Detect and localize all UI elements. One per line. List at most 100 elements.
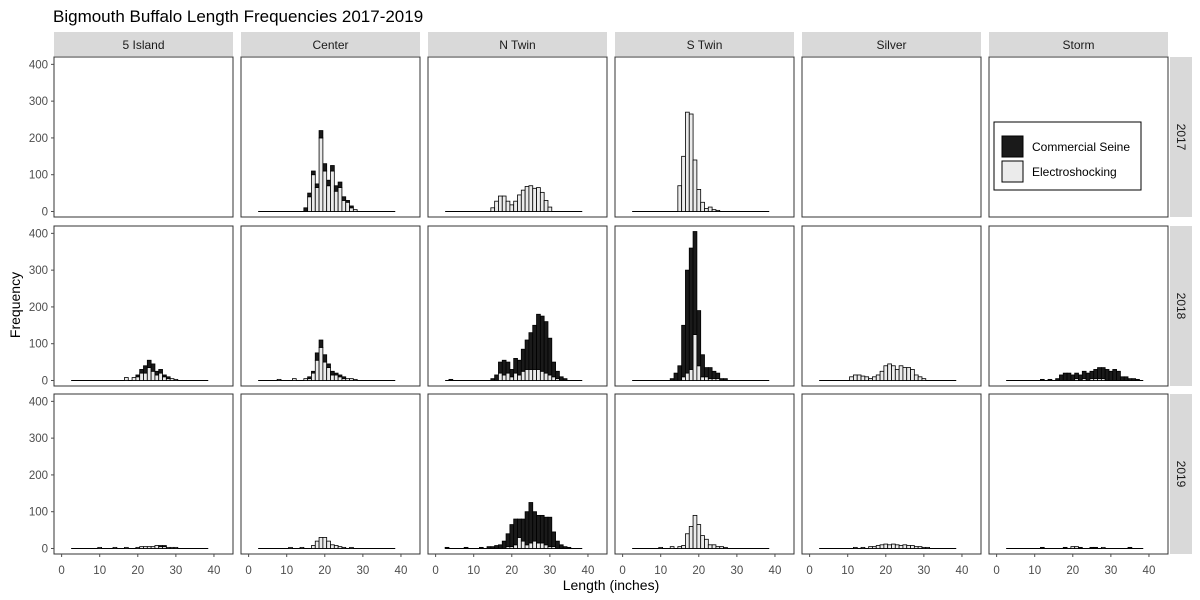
- bar-electroshocking: [517, 537, 522, 549]
- bar-electroshocking: [696, 189, 702, 212]
- bar-commercial-seine: [1059, 374, 1064, 381]
- bar-electroshocking: [543, 372, 549, 381]
- panel-center-2018: [240, 225, 421, 387]
- bar-commercial-seine: [444, 546, 450, 549]
- bar-electroshocking: [536, 369, 541, 381]
- legend-label-electroshocking: Electroshocking: [1032, 165, 1117, 179]
- legend-key-commercial-seine: [1001, 135, 1024, 158]
- bar-electroshocking: [536, 542, 541, 549]
- bar-commercial-seine: [513, 358, 518, 374]
- bar-electroshocking: [288, 546, 293, 549]
- panel-s-twin-2017: [614, 56, 795, 218]
- panel-s-twin-2017-border: [614, 56, 795, 218]
- x-tick-label: 10: [841, 565, 854, 577]
- bar-electroshocking: [539, 370, 545, 381]
- bar-electroshocking: [543, 200, 549, 212]
- bar-commercial-seine: [337, 181, 343, 188]
- bar-commercial-seine: [1135, 378, 1140, 381]
- bar-electroshocking: [677, 185, 683, 212]
- bar-commercial-seine: [498, 361, 503, 374]
- y-tick-label: 300: [29, 265, 48, 277]
- bar-commercial-seine: [1062, 546, 1068, 549]
- x-tick-label: 0: [993, 565, 999, 577]
- facet-label-2017: 2017: [1174, 124, 1188, 151]
- panel-silver-2018: [801, 225, 982, 387]
- bar-commercial-seine: [1097, 367, 1102, 380]
- bar-commercial-seine: [681, 324, 686, 378]
- panel-n-twin-2018-border: [427, 225, 608, 387]
- panel-n-twin-2017: [427, 56, 608, 218]
- bar-commercial-seine: [345, 200, 350, 203]
- bar-electroshocking: [543, 544, 549, 549]
- bar-electroshocking: [872, 546, 877, 549]
- bar-commercial-seine: [539, 514, 545, 544]
- x-tick-label: 30: [730, 565, 743, 577]
- panel-storm-2018-border: [988, 225, 1169, 387]
- bar-electroshocking: [539, 542, 545, 549]
- panel-silver-2019-background: [802, 394, 981, 554]
- bar-electroshocking: [498, 372, 503, 381]
- bar-commercial-seine: [158, 369, 163, 374]
- bar-electroshocking: [692, 334, 698, 381]
- y-tick-label: 100: [29, 507, 48, 519]
- facet-strip-n-twin: [428, 32, 607, 56]
- bar-commercial-seine: [524, 511, 530, 546]
- bar-electroshocking: [352, 209, 358, 212]
- panel-storm-2018-background: [989, 226, 1168, 386]
- y-tick-label: 400: [29, 396, 48, 408]
- bar-commercial-seine: [673, 372, 679, 381]
- bar-commercial-seine: [494, 374, 499, 381]
- bar-electroshocking: [326, 185, 331, 212]
- bar-commercial-seine: [1104, 369, 1110, 381]
- x-tick-label: 30: [917, 565, 930, 577]
- bar-electroshocking: [902, 544, 908, 549]
- y-tick-label: 0: [42, 543, 48, 555]
- facet-label-5-island: 5 Island: [122, 38, 164, 52]
- x-tick-label: 10: [1028, 565, 1041, 577]
- x-tick-label: 10: [93, 565, 106, 577]
- bar-commercial-seine: [558, 544, 564, 549]
- bar-commercial-seine: [448, 378, 454, 381]
- bar-commercial-seine: [486, 546, 492, 549]
- bar-commercial-seine: [337, 374, 343, 378]
- bar-commercial-seine: [1040, 378, 1045, 381]
- bar-electroshocking: [700, 376, 705, 381]
- bar-electroshocking: [501, 374, 507, 381]
- bar-electroshocking: [349, 546, 354, 549]
- x-tick-label: 40: [395, 565, 408, 577]
- bar-commercial-seine: [524, 339, 530, 370]
- y-tick-label: 300: [29, 433, 48, 445]
- bar-electroshocking: [688, 526, 694, 549]
- bar-electroshocking: [143, 372, 148, 381]
- bar-electroshocking: [330, 544, 335, 549]
- bar-electroshocking: [498, 195, 503, 212]
- panel-5-island-2017-border: [53, 56, 234, 218]
- bar-electroshocking: [547, 374, 553, 381]
- bar-commercial-seine: [311, 370, 316, 374]
- bar-commercial-seine: [341, 196, 347, 201]
- bar-electroshocking: [494, 200, 499, 212]
- bar-electroshocking: [146, 546, 152, 549]
- bar-electroshocking: [307, 196, 312, 212]
- bar-electroshocking: [513, 200, 518, 212]
- bar-commercial-seine: [1070, 374, 1076, 381]
- bar-electroshocking: [688, 369, 694, 381]
- bar-electroshocking: [330, 170, 335, 212]
- bar-electroshocking: [913, 546, 919, 549]
- facet-label-2018: 2018: [1174, 293, 1188, 320]
- bar-electroshocking: [345, 378, 350, 381]
- panel-s-twin-2019-background: [615, 394, 794, 554]
- bar-commercial-seine: [165, 376, 171, 380]
- bar-commercial-seine: [501, 540, 507, 549]
- x-tick-label: 0: [245, 565, 251, 577]
- bar-electroshocking: [894, 544, 900, 549]
- panel-s-twin-2019-border: [614, 393, 795, 555]
- bar-electroshocking: [139, 546, 144, 549]
- bar-electroshocking: [921, 546, 927, 549]
- bar-commercial-seine: [1055, 378, 1060, 381]
- bar-commercial-seine: [307, 376, 312, 380]
- bar-electroshocking: [150, 370, 156, 381]
- bar-electroshocking: [887, 363, 892, 381]
- bar-commercial-seine: [314, 352, 320, 361]
- panel-n-twin-2019-border: [427, 393, 608, 555]
